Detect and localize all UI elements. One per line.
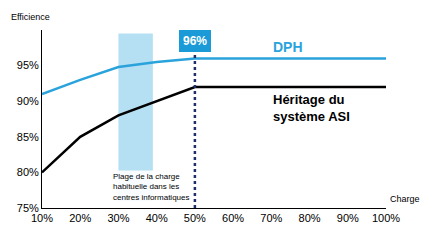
svg-text:75%: 75% [17,202,39,214]
svg-text:40%: 40% [146,212,168,224]
svg-text:Charge: Charge [390,194,420,204]
svg-text:100%: 100% [372,212,400,224]
svg-text:30%: 30% [107,212,129,224]
svg-text:95%: 95% [17,59,39,71]
svg-text:90%: 90% [17,95,39,107]
svg-text:85%: 85% [17,131,39,143]
svg-text:80%: 80% [17,166,39,178]
svg-text:50%: 50% [184,212,206,224]
svg-text:DPH: DPH [273,39,303,55]
svg-text:60%: 60% [222,212,244,224]
svg-text:10%: 10% [31,212,53,224]
svg-text:Héritage dusystème ASI: Héritage dusystème ASI [273,92,350,124]
svg-text:70%: 70% [260,212,282,224]
svg-text:90%: 90% [337,212,359,224]
svg-text:Plage de la chargehabituelle d: Plage de la chargehabituelle dans lescen… [113,172,189,202]
svg-text:96%: 96% [183,34,207,48]
svg-text:80%: 80% [299,212,321,224]
svg-text:Efficience: Efficience [11,12,50,22]
svg-text:20%: 20% [69,212,91,224]
